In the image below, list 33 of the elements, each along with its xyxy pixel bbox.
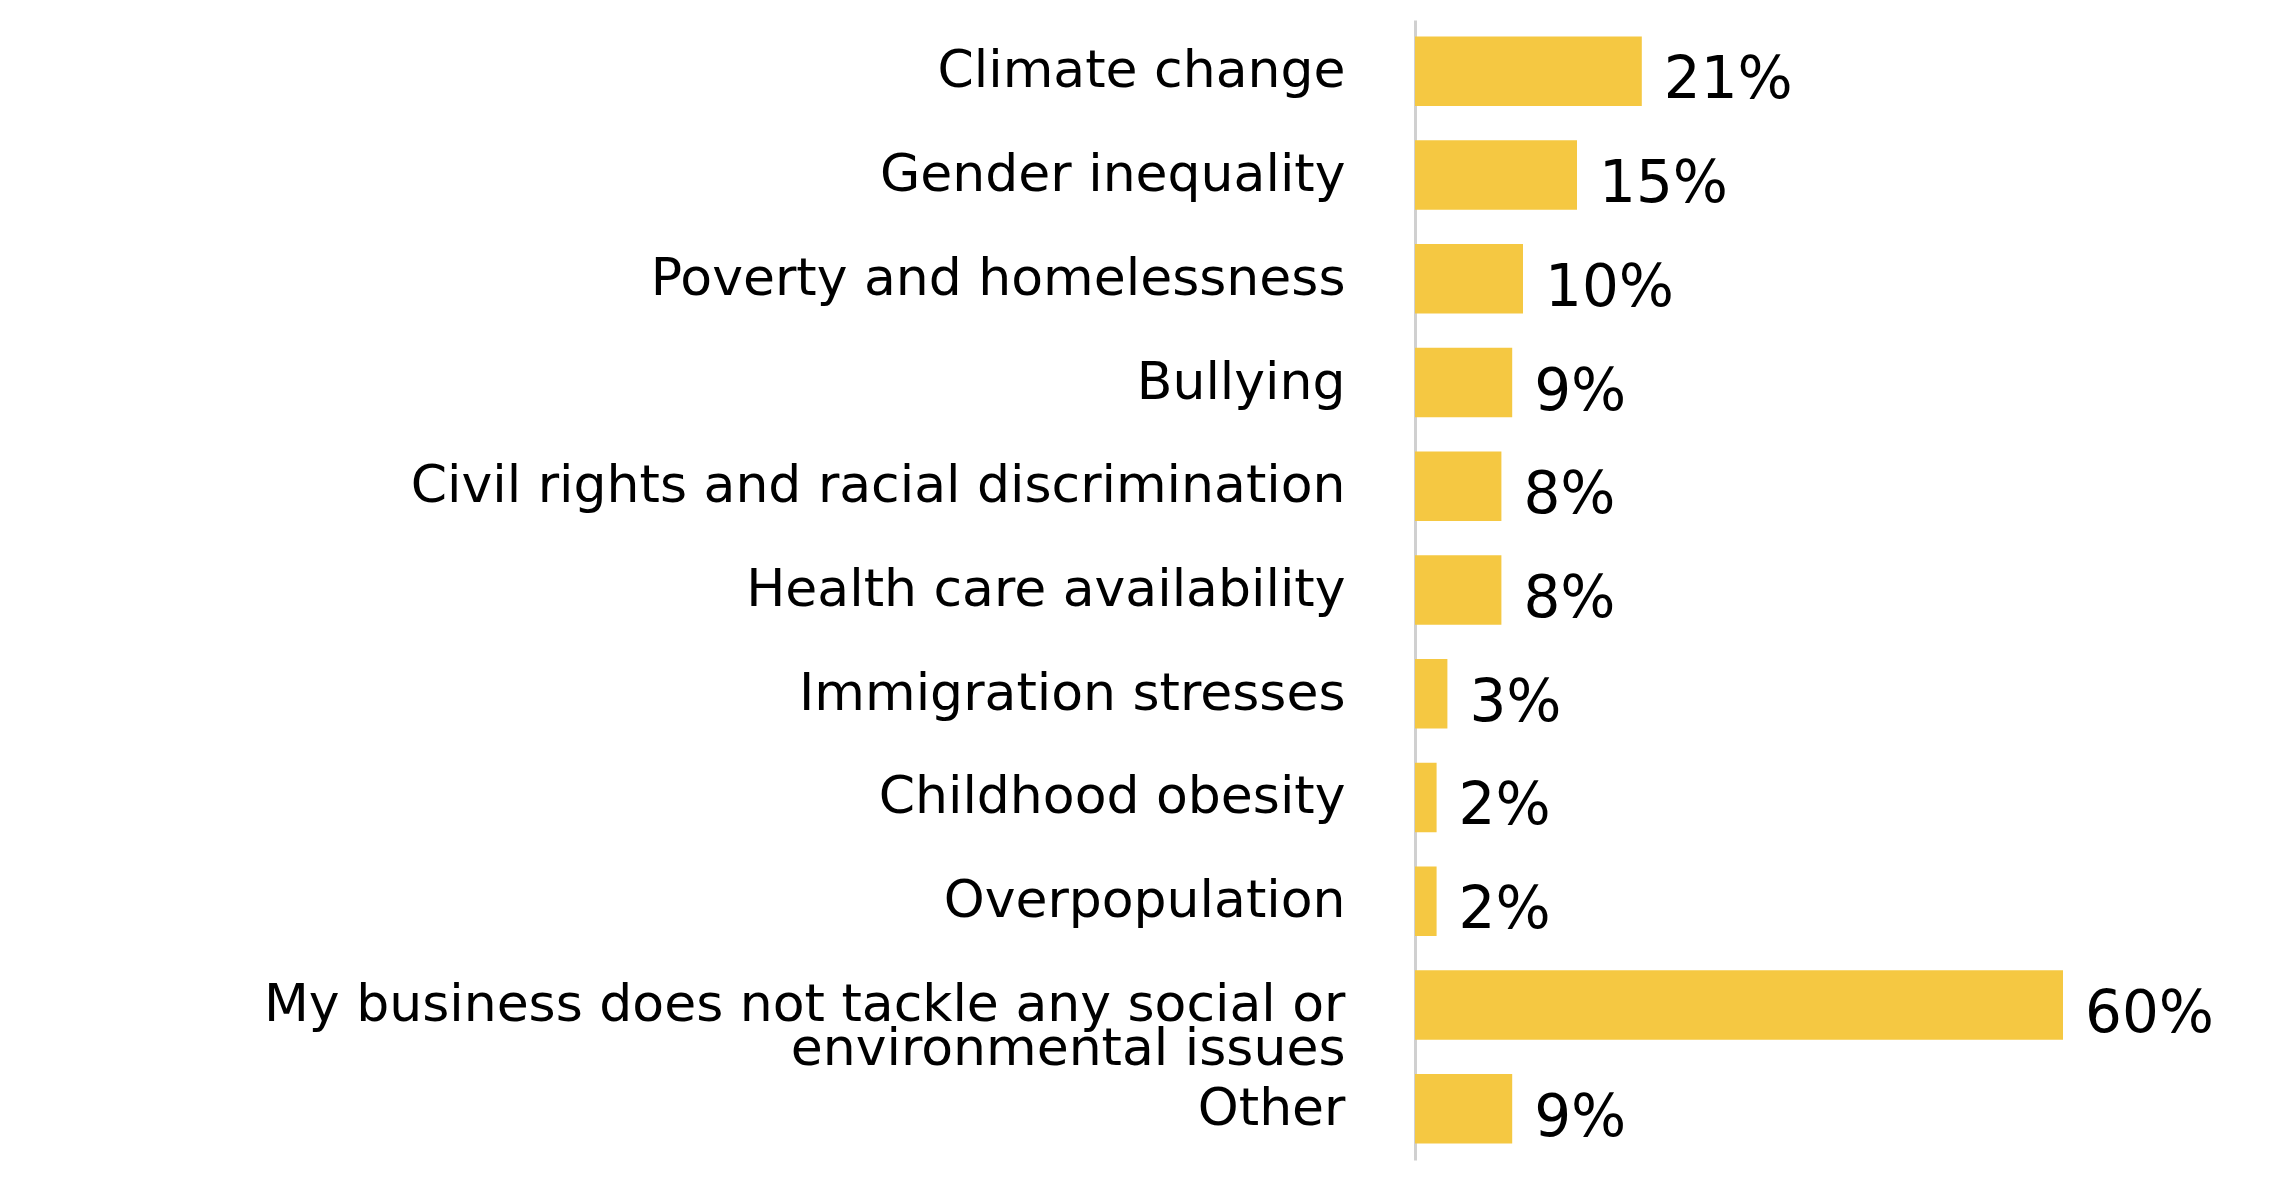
bar xyxy=(1415,36,1642,107)
y-tick-label: Other xyxy=(1197,1076,1347,1137)
bar xyxy=(1415,866,1437,936)
y-tick-label: Gender inequality xyxy=(880,143,1346,204)
y-tick-label: Climate change xyxy=(937,39,1346,100)
bar xyxy=(1415,451,1502,522)
data-label: 9% xyxy=(1534,1081,1627,1150)
data-label: 9% xyxy=(1534,355,1627,424)
data-label: 3% xyxy=(1469,666,1562,735)
data-label: 2% xyxy=(1458,874,1551,943)
y-tick-label: Overpopulation xyxy=(943,869,1346,930)
bar xyxy=(1415,347,1513,418)
bar xyxy=(1415,970,2063,1040)
y-tick-label: Civil rights and racial discrimination xyxy=(410,454,1346,515)
data-label: 10% xyxy=(1545,251,1674,320)
y-tick-label: My business does not tackle any social or environmental issues xyxy=(264,972,1347,1077)
bar xyxy=(1415,658,1448,729)
bar xyxy=(1415,555,1502,625)
y-tick-label: Bullying xyxy=(1136,350,1346,411)
data-label: 8% xyxy=(1523,563,1616,631)
bar xyxy=(1415,1073,1513,1144)
data-label: 8% xyxy=(1523,459,1616,528)
data-label: 21% xyxy=(1663,44,1793,113)
y-tick-label: Immigration stresses xyxy=(799,661,1346,722)
bar xyxy=(1415,762,1437,833)
y-tick-label: Health care availability xyxy=(746,558,1346,618)
bar xyxy=(1415,244,1523,314)
y-tick-label: Childhood obesity xyxy=(878,765,1346,826)
data-label: 2% xyxy=(1458,770,1551,839)
data-label: 15% xyxy=(1599,148,1728,217)
bar xyxy=(1415,140,1577,210)
y-tick-label: Poverty and homelessness xyxy=(650,246,1346,307)
data-label: 60% xyxy=(2085,977,2214,1046)
